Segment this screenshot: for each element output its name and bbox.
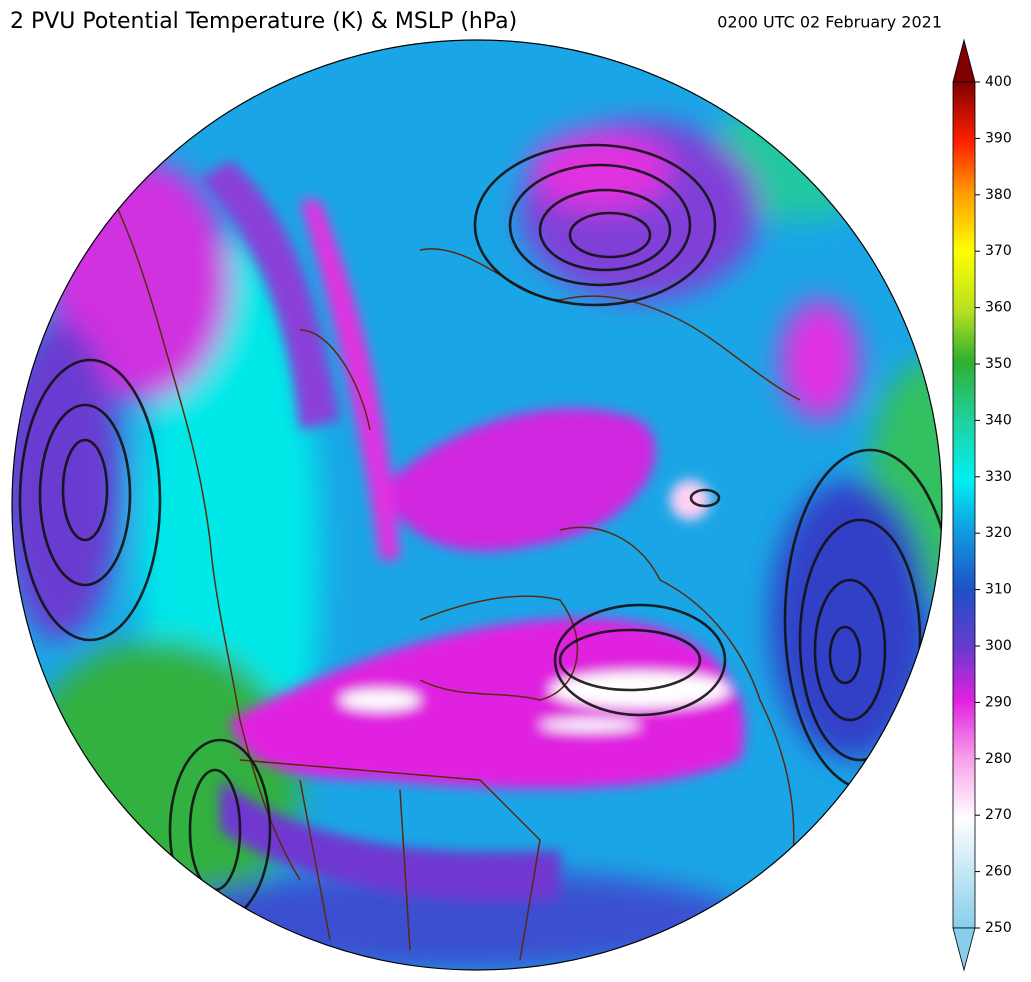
- colorbar-tick-label: 340: [985, 412, 1012, 428]
- colorbar-tick-label: 390: [985, 130, 1012, 146]
- colorbar-tick-label: 380: [985, 187, 1012, 203]
- colorbar-tick-label: 260: [985, 864, 1012, 880]
- colorbar-tick-label: 400: [985, 74, 1012, 90]
- globe-outline: [11, 39, 943, 971]
- colorbar-body: [952, 81, 976, 929]
- colorbar-tick-label: 360: [985, 300, 1012, 316]
- colorbar-min-extend: [952, 927, 976, 972]
- timestamp: 0200 UTC 02 February 2021: [717, 13, 942, 32]
- globe-map: [12, 40, 942, 970]
- colorbar-tick-label: 280: [985, 751, 1012, 767]
- colorbar-tick-label: 250: [985, 920, 1012, 936]
- colorbar-tick-label: 270: [985, 807, 1012, 823]
- map-title: 2 PVU Potential Temperature (K) & MSLP (…: [10, 9, 517, 34]
- colorbar-tick-label: 330: [985, 469, 1012, 485]
- colorbar-tick-label: 290: [985, 694, 1012, 710]
- coastlines: [69, 119, 801, 961]
- colorbar-tick-label: 370: [985, 243, 1012, 259]
- colorbar-max-extend: [952, 38, 976, 83]
- colorbar-tick-label: 310: [985, 582, 1012, 598]
- colorbar-tick-label: 300: [985, 638, 1012, 654]
- colorbar: 250 260 270 280 290 300 310 320 330 340 350 360 370 3…: [952, 38, 1012, 972]
- colorbar-tick-label: 350: [985, 356, 1012, 372]
- colorbar-tick-label: 320: [985, 525, 1012, 541]
